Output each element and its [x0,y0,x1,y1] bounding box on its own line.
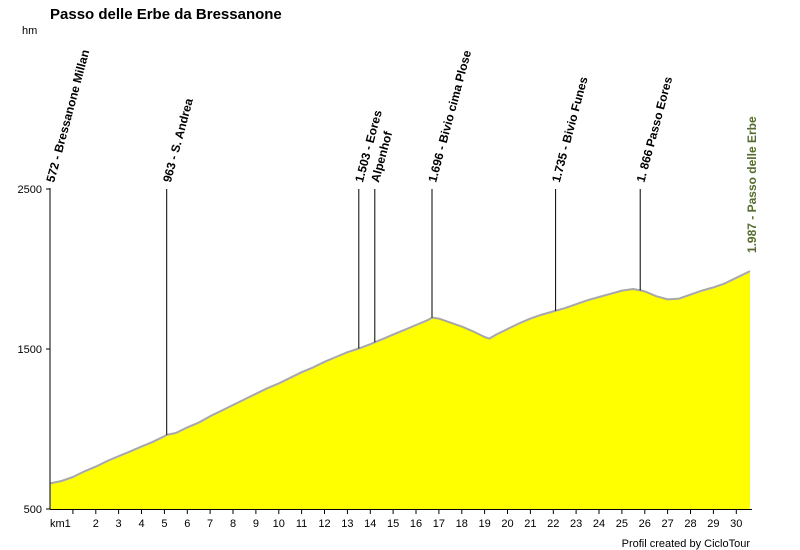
profile-outline [49,270,751,485]
summit-label: 1.987 - Passo delle Erbe [745,116,759,253]
x-tick-label: 4 [138,518,144,530]
x-tick-label: 6 [184,518,190,530]
x-tick-label: 9 [253,518,259,530]
x-tick-label: 21 [524,518,536,530]
profile-area [50,271,750,509]
x-tick-label: 8 [230,518,236,530]
y-tick-label: 1500 [18,344,42,356]
x-tick-label: 24 [593,518,605,530]
x-tick-label: 22 [547,518,559,530]
x-tick-label: 19 [478,518,490,530]
x-tick-label: 23 [570,518,582,530]
x-tick-labels-layer: km1 2 3 4 5 6 7 8 9 10 11 12 13 14 15 16 17 18 19 20 21 22 23 2… [50,509,742,530]
x-tick-label: 2 [93,518,99,530]
y-tick-label: 2500 [18,184,42,196]
x-tick-label: 28 [684,518,696,530]
x-tick-label: 15 [387,518,399,530]
x-tick-label: 17 [433,518,445,530]
y-tick-labels-layer: 500 1500 2500 [18,184,50,516]
x-tick-label: 18 [456,518,468,530]
x-tick-label: 3 [116,518,122,530]
x-tick-label: 25 [616,518,628,530]
x-tick-label: 13 [341,518,353,530]
y-axis-unit-label: hm [22,25,37,37]
chart-title: Passo delle Erbe da Bressanone [50,6,282,23]
x-tick-label: 29 [707,518,719,530]
x-tick-label: 30 [730,518,742,530]
x-tick-label: 26 [639,518,651,530]
x-tick-label: 11 [296,518,307,530]
x-tick-label: km1 [50,518,71,530]
x-tick-label: 27 [661,518,673,530]
credit-text: Profil created by CicloTour [622,538,751,550]
y-tick-label: 500 [24,504,42,516]
x-tick-label: 7 [207,518,213,530]
x-tick-label: 14 [364,518,376,530]
x-tick-label: 5 [161,518,167,530]
x-tick-label: 20 [501,518,513,530]
x-tick-label: 12 [318,518,330,530]
x-tick-label: 10 [273,518,285,530]
x-tick-label: 16 [410,518,422,530]
profile-area-layer [49,270,751,509]
